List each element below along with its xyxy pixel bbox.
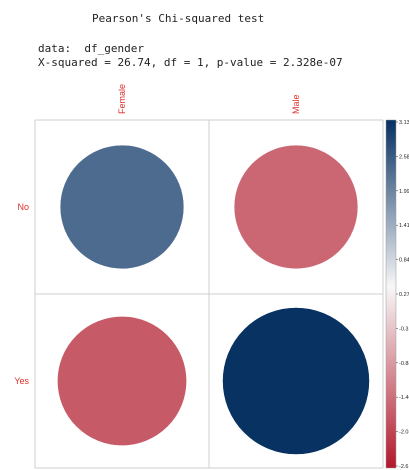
legend-tick-label: 3.13 [399, 120, 409, 126]
cell-circle-yes-male [222, 307, 370, 455]
column-label: Male [291, 94, 301, 114]
color-legend-bar [385, 119, 397, 469]
cell-circle-no-male [233, 144, 359, 270]
statistic-line: X-squared = 26.74, df = 1, p-value = 2.3… [38, 56, 343, 69]
data-line: data: df_gender [38, 42, 144, 55]
cell-circle-yes-female [57, 316, 187, 446]
legend-tick-label: -0.31 [399, 326, 409, 332]
test-title: Pearson's Chi-squared test [92, 12, 265, 25]
row-label: No [17, 202, 29, 212]
legend-tick-label: 1.99 [399, 189, 409, 195]
legend-tick-label: 2.58 [399, 154, 409, 160]
legend-tick-label: -2.6 [399, 464, 408, 470]
legend-tick-label: 0.84 [399, 258, 409, 264]
column-label: Female [117, 84, 127, 114]
legend-tick-label: 0.27 [399, 292, 409, 298]
legend-tick-label: 1.41 [399, 223, 409, 229]
legend-tick-label: -2.03 [399, 430, 409, 436]
cell-circle-no-female [59, 144, 185, 270]
legend-tick-label: -0.88 [399, 361, 409, 367]
row-label: Yes [14, 376, 29, 386]
legend-tick-label: -1.46 [399, 395, 409, 401]
